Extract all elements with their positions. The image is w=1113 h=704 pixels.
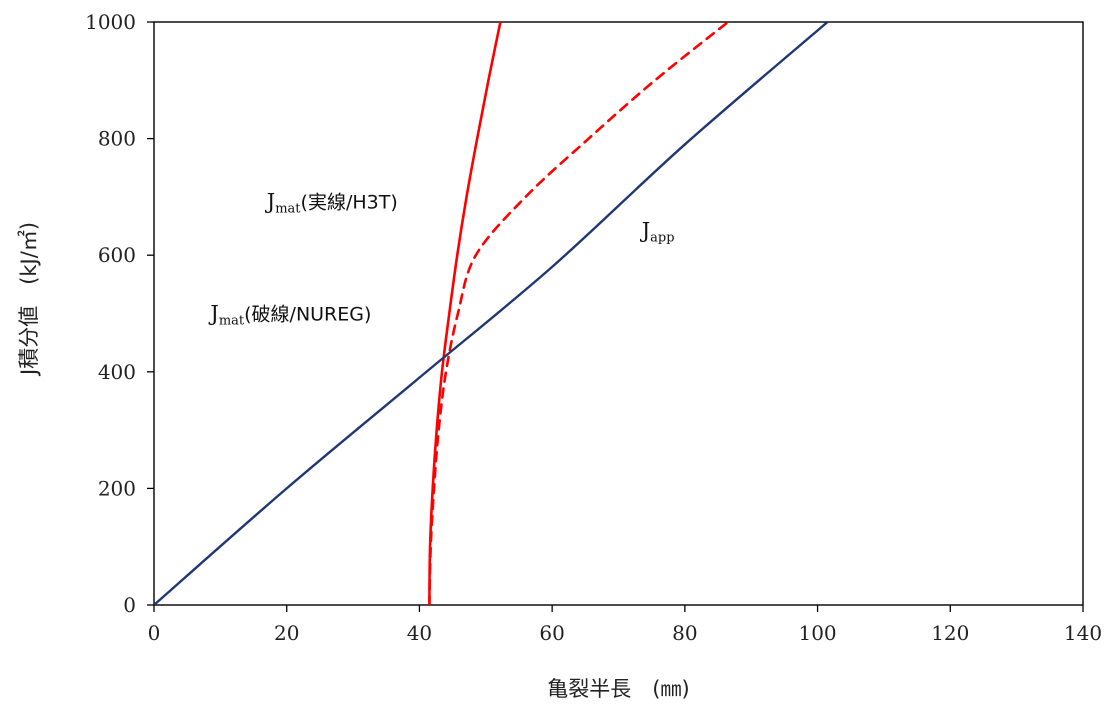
series-point-jmat_nureg-9	[654, 79, 656, 81]
x-tick-label-20: 20	[274, 621, 299, 645]
x-tick-label-120: 120	[931, 621, 969, 645]
plot-frame	[153, 21, 1084, 606]
series-point-jmat_h3t-4	[441, 371, 443, 373]
annotation-jmat-nureg: Jmat(破線/NUREG)	[208, 301, 371, 328]
series-point-jmat_nureg-3	[437, 429, 439, 431]
series-point-jmat_nureg-1	[430, 546, 432, 548]
y-tick-label-600: 600	[98, 243, 136, 267]
y-tick-label-400: 400	[98, 360, 136, 384]
series-point-jmat_nureg-0	[428, 604, 430, 606]
x-tick-label-0: 0	[148, 621, 161, 645]
series-point-japp-5	[826, 21, 828, 23]
annotation-jmat-nureg-subscript: mat	[219, 313, 245, 328]
series-point-jmat_h3t-6	[456, 254, 458, 256]
series-point-jmat_h3t-5	[448, 312, 450, 314]
annotation-japp-subscript: app	[650, 231, 674, 246]
x-tick-label-140: 140	[1064, 621, 1102, 645]
series-point-jmat_h3t-8	[476, 137, 478, 139]
x-tick-label-40: 40	[407, 621, 432, 645]
series-line-japp	[154, 22, 829, 605]
series-point-japp-2	[418, 376, 420, 378]
y-axis-title: J積分値 (kJ/㎡)	[17, 222, 41, 377]
x-tick-label-80: 80	[672, 621, 697, 645]
series-point-jmat_nureg-5	[457, 312, 459, 314]
x-tick-label-60: 60	[539, 621, 564, 645]
x-axis-title: 亀裂半長 (㎜)	[547, 677, 689, 701]
series-point-japp-1	[286, 487, 288, 489]
series-point-jmat_nureg-4	[445, 371, 447, 373]
series-point-japp-0	[153, 604, 155, 606]
series-point-jmat_h3t-9	[487, 79, 489, 81]
y-tick-label-0: 0	[123, 593, 136, 617]
y-tick-label-1000: 1000	[85, 10, 136, 34]
y-tick-label-800: 800	[98, 127, 136, 151]
series-line-jmat_nureg	[428, 22, 730, 605]
plot-root: 0 20 40 60 80 100 120 140 0 200 400 600 800 1000 亀裂半長 …	[17, 10, 1102, 701]
annotation-jmat-h3t-suffix: (実線/H3T)	[301, 192, 398, 214]
series-point-jmat_nureg-6	[475, 254, 477, 256]
annotation-jmat-h3t-main: J	[265, 190, 275, 214]
x-tick-label-100: 100	[798, 621, 836, 645]
annotation-jmat-nureg-main: J	[208, 301, 218, 325]
series-point-jmat_nureg-2	[433, 487, 435, 489]
annotation-jmat-nureg-suffix: (破線/NUREG)	[244, 303, 371, 325]
annotation-jmat-h3t-subscript: mat	[275, 202, 301, 217]
annotation-jmat-h3t: Jmat(実線/H3T)	[265, 190, 398, 217]
series-point-jmat_nureg-7	[524, 196, 526, 198]
y-tick-label-200: 200	[98, 476, 136, 500]
series-point-jmat_nureg-8	[587, 137, 589, 139]
series-point-jmat_nureg-10	[727, 21, 729, 23]
series-point-jmat_h3t-10	[499, 21, 501, 23]
annotation-japp: Japp	[640, 219, 675, 246]
series-point-jmat_h3t-7	[465, 196, 467, 198]
series-point-japp-3	[551, 266, 553, 268]
annotation-japp-main: J	[640, 219, 650, 243]
series-point-japp-4	[684, 143, 686, 145]
